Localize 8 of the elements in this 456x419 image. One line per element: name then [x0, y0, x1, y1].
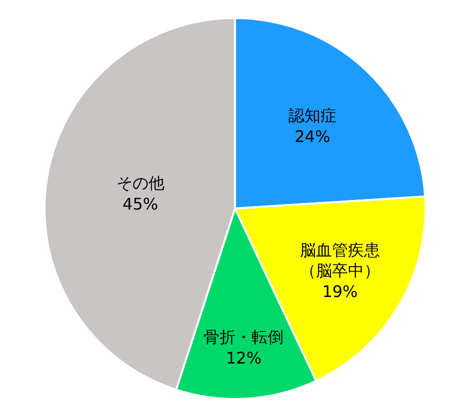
slice-label: その他 — [116, 174, 164, 193]
data-label: 12% — [226, 348, 262, 368]
slice-label: 骨折・転倒 — [204, 328, 284, 347]
slice-label: 脳血管疾患（脳卒中） — [300, 240, 380, 280]
slice-label: 認知症 — [288, 106, 336, 126]
data-label: 24% — [294, 126, 330, 146]
data-label: 19% — [322, 282, 358, 301]
data-label: 45% — [122, 194, 158, 214]
